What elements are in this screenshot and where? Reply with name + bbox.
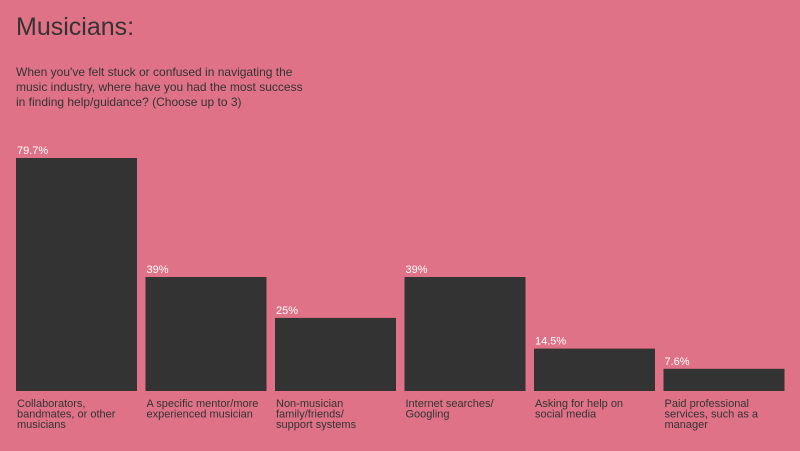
bar-6	[663, 368, 785, 391]
chart-subtitle: When you've felt stuck or confused in na…	[16, 65, 303, 109]
category-label-3: Non-musician family/friends/support syste…	[276, 398, 357, 431]
bar-1	[16, 158, 137, 391]
category-label-1: Collaborators, bandmates, or other musicia…	[17, 398, 116, 431]
bar-5	[534, 348, 655, 391]
category-label-4: Internet searches/Googling	[406, 398, 495, 421]
value-label-2: 39%	[147, 264, 169, 276]
value-label-4: 39%	[406, 264, 428, 276]
category-label-5: Asking for help on social media	[535, 398, 623, 421]
value-label-5: 14.5%	[535, 336, 566, 348]
value-label-6: 7.6%	[665, 356, 690, 368]
category-label-6: Paid professional services, such as a mana…	[665, 398, 759, 431]
chart-title: Musicians:	[16, 13, 135, 41]
bar-3	[275, 317, 396, 391]
value-label-1: 79.7%	[17, 145, 48, 157]
category-label-2: A specific mentor/more experienced musici…	[147, 398, 259, 421]
bar-2	[145, 277, 267, 391]
bar-4	[404, 277, 526, 391]
value-label-3: 25%	[276, 305, 298, 317]
